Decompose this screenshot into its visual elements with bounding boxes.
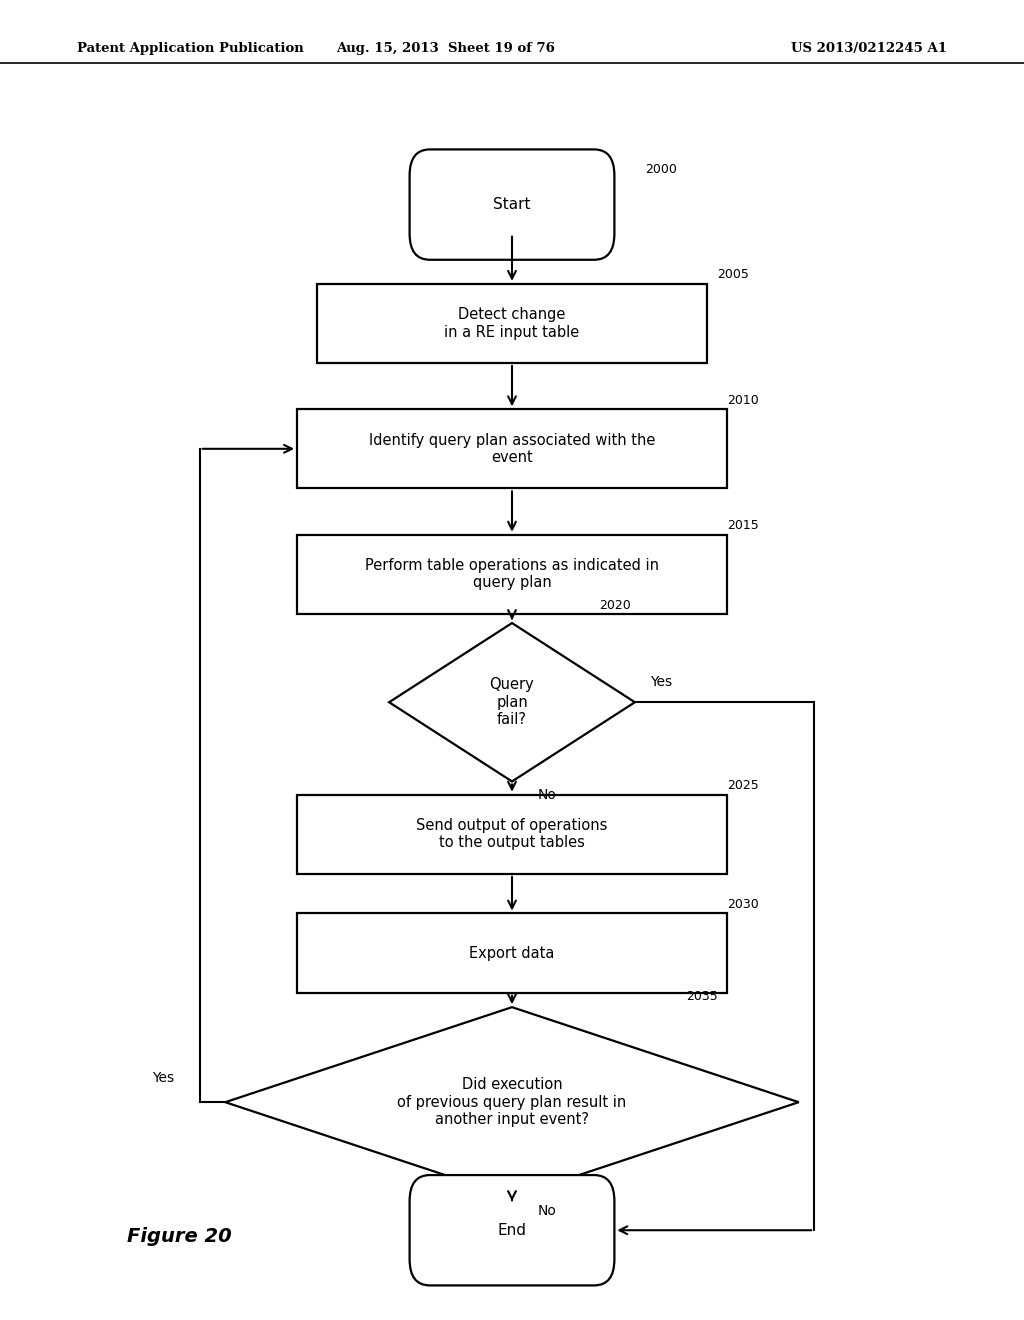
Polygon shape: [389, 623, 635, 781]
Text: No: No: [538, 788, 556, 803]
Text: Identify query plan associated with the
event: Identify query plan associated with the …: [369, 433, 655, 465]
Text: Aug. 15, 2013  Sheet 19 of 76: Aug. 15, 2013 Sheet 19 of 76: [336, 42, 555, 55]
Text: 2000: 2000: [645, 162, 677, 176]
FancyBboxPatch shape: [297, 535, 727, 614]
FancyBboxPatch shape: [317, 284, 707, 363]
Text: Yes: Yes: [650, 675, 673, 689]
Text: US 2013/0212245 A1: US 2013/0212245 A1: [792, 42, 947, 55]
Text: Did execution
of previous query plan result in
another input event?: Did execution of previous query plan res…: [397, 1077, 627, 1127]
Text: 2035: 2035: [686, 990, 718, 1003]
Text: 2025: 2025: [727, 779, 759, 792]
Text: 2020: 2020: [599, 599, 631, 612]
Text: End: End: [498, 1222, 526, 1238]
FancyBboxPatch shape: [410, 1175, 614, 1286]
Text: Perform table operations as indicated in
query plan: Perform table operations as indicated in…: [365, 558, 659, 590]
Text: Query
plan
fail?: Query plan fail?: [489, 677, 535, 727]
Text: 2010: 2010: [727, 393, 759, 407]
Text: Patent Application Publication: Patent Application Publication: [77, 42, 303, 55]
Text: Detect change
in a RE input table: Detect change in a RE input table: [444, 308, 580, 339]
Text: 2030: 2030: [727, 898, 759, 911]
Text: Yes: Yes: [152, 1071, 174, 1085]
FancyBboxPatch shape: [297, 795, 727, 874]
Text: Send output of operations
to the output tables: Send output of operations to the output …: [417, 818, 607, 850]
FancyBboxPatch shape: [297, 409, 727, 488]
Text: 2005: 2005: [717, 268, 749, 281]
Text: 2015: 2015: [727, 519, 759, 532]
Text: Start: Start: [494, 197, 530, 213]
Text: Export data: Export data: [469, 945, 555, 961]
FancyBboxPatch shape: [297, 913, 727, 993]
FancyBboxPatch shape: [410, 149, 614, 260]
Text: Figure 20: Figure 20: [127, 1228, 231, 1246]
Text: No: No: [538, 1204, 556, 1218]
Polygon shape: [225, 1007, 799, 1197]
